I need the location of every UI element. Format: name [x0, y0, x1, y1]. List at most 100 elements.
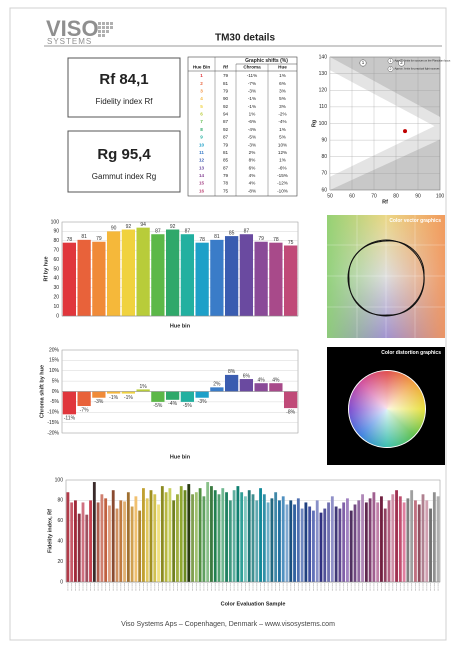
- table-cell: 81: [223, 81, 229, 86]
- table-cell: 78: [223, 181, 229, 186]
- data-label: -3%: [198, 399, 207, 405]
- data-label: 4%: [272, 378, 280, 384]
- table-frame: [187, 56, 298, 197]
- table-cell: 92: [223, 127, 229, 132]
- annotation-marker-bg: [398, 59, 405, 67]
- bar: [179, 486, 183, 582]
- bar: [70, 502, 74, 582]
- metric-value: Rg 95,4: [97, 146, 151, 163]
- y-tick-label: -20%: [47, 430, 59, 436]
- bar: [251, 494, 255, 582]
- bar: [330, 496, 334, 582]
- bar: [96, 502, 100, 582]
- y-tick-label: 20: [53, 295, 59, 301]
- data-label: 85: [229, 230, 235, 236]
- y-tick-label: 30: [53, 285, 59, 291]
- table-cell: 79: [223, 173, 229, 178]
- y-tick-label: 40: [57, 539, 63, 545]
- annotation-marker: 2: [400, 60, 403, 65]
- bar: [425, 500, 429, 582]
- table-cell: 94: [223, 112, 229, 117]
- bar: [432, 492, 436, 582]
- bar: [111, 490, 115, 582]
- bar: [121, 229, 136, 316]
- x-tick-label: 60: [349, 193, 355, 199]
- y-tick-label: 60: [53, 257, 59, 263]
- bar: [157, 504, 160, 582]
- y-tick-label: 90: [53, 229, 59, 235]
- table-column-header: Hue: [278, 65, 287, 70]
- table-cell: 79: [223, 142, 229, 147]
- bar: [410, 490, 414, 582]
- table-cell: 7: [200, 119, 203, 124]
- bar: [123, 501, 126, 582]
- bar: [89, 500, 92, 582]
- table-cell: -4%: [248, 127, 256, 132]
- y-tick-label: 100: [51, 219, 60, 225]
- table-cell: 85: [223, 158, 229, 163]
- bar: [259, 488, 262, 582]
- table-cell: 13: [199, 165, 205, 170]
- metric-box: [67, 130, 181, 193]
- bar: [195, 242, 209, 316]
- y-tick-label: 60: [57, 518, 63, 524]
- table-cell: -11%: [247, 73, 257, 78]
- y-tick-label: 10: [53, 304, 59, 310]
- x-axis-label: Rf: [382, 199, 388, 205]
- table-cell: -2%: [278, 112, 286, 117]
- table-cell: 2%: [249, 150, 256, 155]
- y-tick-label: 140: [319, 54, 328, 60]
- table-cell: 3%: [279, 104, 286, 109]
- table-column-header: Rf: [223, 65, 228, 70]
- table-cell: 14: [199, 173, 205, 178]
- table-cell: 12: [199, 158, 205, 163]
- bar: [224, 374, 239, 392]
- bar: [239, 234, 254, 316]
- table-cell: 87: [223, 135, 229, 140]
- y-tick-label: 60: [321, 187, 327, 193]
- x-tick-label: 100: [436, 193, 445, 199]
- y-tick-label: 120: [319, 88, 328, 94]
- bar: [194, 492, 198, 582]
- bar: [104, 498, 108, 582]
- bar: [210, 387, 224, 392]
- y-tick-label: -15%: [47, 420, 59, 426]
- annotation-marker-bg: [359, 59, 367, 67]
- x-tick-label: 90: [415, 193, 421, 199]
- data-label: 81: [214, 234, 220, 240]
- bar: [319, 512, 323, 582]
- bar: [187, 484, 191, 582]
- bar: [387, 500, 391, 582]
- table-cell: 79: [223, 73, 229, 78]
- data-label: 8%: [228, 369, 236, 375]
- bar: [327, 502, 330, 582]
- y-tick-label: 0%: [52, 389, 60, 395]
- data-label: 92: [170, 224, 176, 230]
- metric-label: Fidelity index Rf: [96, 97, 154, 106]
- data-label: -1%: [124, 395, 133, 401]
- table-cell: 3: [200, 88, 203, 93]
- bar: [391, 494, 395, 582]
- bar: [202, 496, 206, 582]
- table-cell: 90: [223, 96, 229, 101]
- table-cell: 6%: [279, 81, 286, 86]
- data-label: 87: [185, 229, 191, 235]
- bar: [180, 391, 195, 402]
- table-cell: -10%: [277, 188, 288, 193]
- data-label: 81: [81, 234, 87, 240]
- table-cell: 6%: [249, 165, 256, 170]
- bar: [92, 482, 96, 582]
- bar: [270, 498, 274, 582]
- bar: [145, 498, 149, 582]
- table-column-header: Chroma: [243, 65, 261, 70]
- bar: [398, 496, 402, 582]
- table-cell: 81: [223, 150, 229, 155]
- table-cell: 1%: [279, 127, 286, 132]
- bar: [191, 494, 194, 582]
- bar: [92, 241, 106, 316]
- x-axis-label: Color Evaluation Sample: [221, 601, 286, 607]
- table-cell: 11: [199, 150, 204, 155]
- y-axis-label: Fidelity index, Rf: [47, 509, 53, 553]
- bar: [269, 383, 283, 392]
- bar: [228, 500, 232, 582]
